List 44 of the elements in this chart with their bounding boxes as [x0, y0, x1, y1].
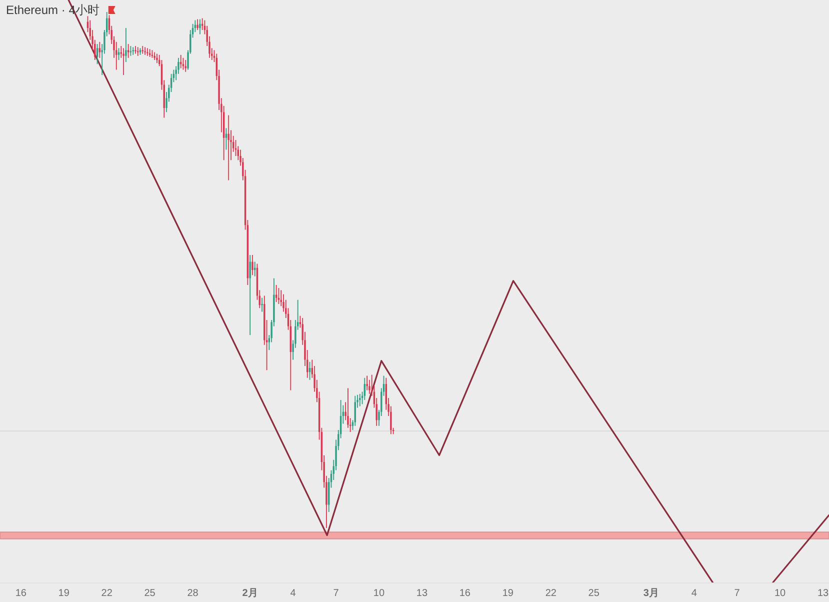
- candlestick: [134, 46, 136, 54]
- x-tick-label: 4: [290, 588, 296, 600]
- x-tick-label: 19: [502, 588, 514, 600]
- x-tick-label: 3月: [643, 588, 659, 600]
- candlestick: [347, 388, 349, 428]
- candlestick: [261, 298, 263, 312]
- x-tick-label: 25: [588, 588, 600, 600]
- x-tick-label: 7: [734, 588, 740, 600]
- candlestick: [228, 115, 230, 180]
- candlestick: [142, 46, 144, 54]
- candlestick: [122, 48, 124, 75]
- x-tick-label: 13: [416, 588, 428, 600]
- x-tick-label: 16: [459, 588, 471, 600]
- candlestick: [199, 19, 201, 34]
- x-tick-label: 28: [187, 588, 199, 600]
- candlestick: [148, 49, 151, 57]
- candlestick: [156, 54, 158, 64]
- candlestick: [180, 54, 182, 68]
- x-tick-label: 13: [817, 588, 829, 600]
- x-tick-label: 7: [333, 588, 340, 600]
- x-tick-label: 4: [691, 588, 698, 600]
- candlestick: [151, 50, 154, 58]
- candlestick: [201, 18, 204, 30]
- candlestick: [254, 262, 256, 276]
- candlestick: [127, 44, 130, 58]
- candlestick: [125, 28, 127, 62]
- x-tick-label: 22: [101, 588, 113, 600]
- candlestick: [132, 47, 134, 55]
- candlestick: [366, 376, 368, 390]
- candlestick: [144, 47, 146, 55]
- x-tick-label: 10: [774, 588, 786, 600]
- x-tick-label: 25: [144, 588, 156, 600]
- x-tick-label: 22: [545, 588, 557, 600]
- x-tick-label: 10: [373, 588, 385, 600]
- candlestick: [146, 48, 148, 56]
- candlestick: [249, 255, 251, 336]
- candlestick: [154, 52, 156, 60]
- x-tick-label: 16: [15, 588, 27, 600]
- candlestick: [137, 47, 139, 56]
- candlestick: [196, 19, 198, 30]
- x-tick-label: 19: [58, 588, 70, 600]
- x-tick-label: 2月: [242, 588, 258, 600]
- candlestick: [225, 128, 228, 150]
- candlestick: [184, 60, 186, 72]
